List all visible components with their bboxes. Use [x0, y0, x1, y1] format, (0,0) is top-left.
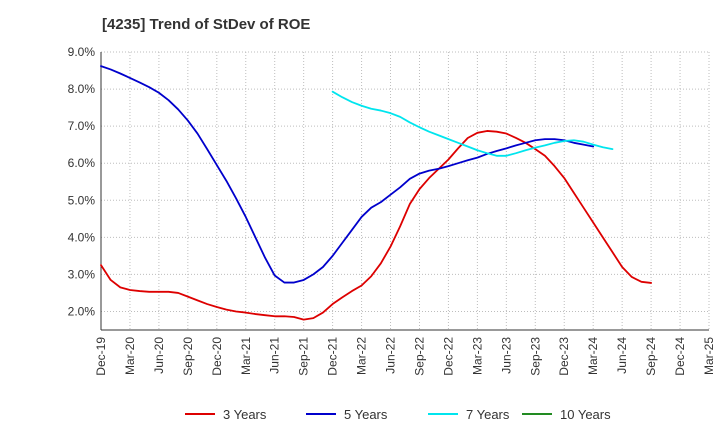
legend-label-7-years: 7 Years	[466, 407, 510, 422]
x-tick-label: Dec-24	[673, 337, 687, 376]
y-tick-label: 4.0%	[68, 230, 96, 244]
y-tick-label: 5.0%	[68, 193, 96, 207]
y-tick-label: 9.0%	[68, 45, 96, 59]
x-tick-label: Sep-20	[181, 337, 195, 376]
y-tick-label: 2.0%	[68, 304, 96, 318]
x-tick-label: Mar-22	[355, 337, 369, 375]
x-tick-labels: Dec-19 Mar-20 Jun-20 Sep-20 Dec-20 Mar-21 Jun-…	[94, 337, 716, 376]
x-tick-label: Sep-24	[644, 337, 658, 376]
x-tick-label: Mar-24	[586, 337, 600, 375]
x-tick-label: Mar-21	[239, 337, 253, 375]
x-tick-label: Mar-20	[123, 337, 137, 375]
legend-label-5-years: 5 Years	[344, 407, 388, 422]
series-line-5-years	[100, 65, 595, 284]
series-line-7-years	[331, 90, 614, 157]
x-tick-label: Mar-25	[702, 337, 716, 375]
x-tick-label: Sep-23	[528, 337, 542, 376]
x-tick-label: Sep-21	[297, 337, 311, 376]
x-tick-label: Jun-20	[152, 337, 166, 374]
x-tick-label: Jun-22	[384, 337, 398, 374]
y-tick-label: 7.0%	[68, 119, 96, 133]
chart-title: [4235] Trend of StDev of ROE	[102, 16, 310, 33]
grid	[100, 51, 710, 330]
y-tick-label: 8.0%	[68, 82, 96, 96]
x-tick-label: Jun-21	[268, 337, 282, 374]
x-tick-label: Mar-23	[470, 337, 484, 375]
x-tick-label: Dec-20	[210, 337, 224, 376]
x-tick-label: Sep-22	[412, 337, 426, 376]
x-tick-label: Jun-23	[499, 337, 513, 374]
x-tick-label: Dec-21	[326, 337, 340, 376]
series-layer	[100, 65, 652, 321]
axes	[100, 52, 709, 331]
y-tick-labels: 2.0% 3.0% 4.0% 5.0% 6.0% 7.0% 8.0% 9.0%	[68, 45, 96, 318]
x-tick-label: Jun-24	[615, 337, 629, 374]
x-tick-label: Dec-23	[557, 337, 571, 376]
y-tick-label: 6.0%	[68, 156, 96, 170]
x-tick-label: Dec-19	[94, 337, 108, 376]
y-tick-label: 3.0%	[68, 267, 96, 281]
series-line-3-years	[100, 130, 652, 321]
x-tick-label: Dec-22	[441, 337, 455, 376]
legend: 3 Years 5 Years 7 Years 10 Years	[185, 407, 611, 422]
legend-label-10-years: 10 Years	[560, 407, 611, 422]
legend-label-3-years: 3 Years	[223, 407, 267, 422]
